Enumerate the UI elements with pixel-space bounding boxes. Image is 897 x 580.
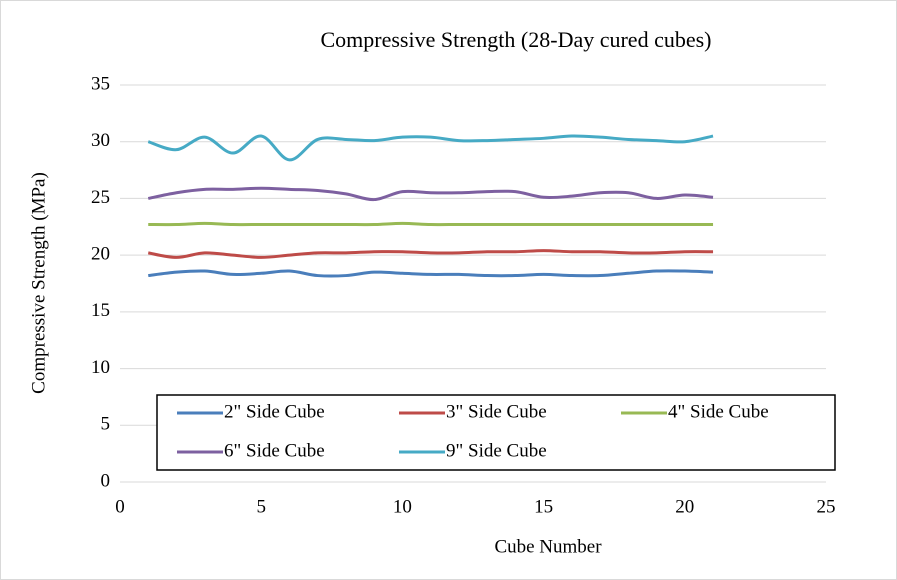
- y-tick-label: 20: [91, 244, 110, 265]
- series-line: [148, 269, 714, 278]
- y-tick-label: 35: [91, 73, 110, 94]
- y-axis-label: Compressive Strength (MPa): [28, 172, 49, 394]
- legend: 2" Side Cube 3" Side Cube 4" Side Cube 6" S…: [156, 394, 836, 471]
- x-axis-label: Cube Number: [494, 536, 602, 557]
- y-tick-label: 25: [91, 187, 110, 208]
- series-line: [148, 221, 714, 227]
- x-tick-label: 15: [534, 496, 553, 517]
- y-tick-label: 10: [91, 357, 110, 378]
- x-tick-label: 25: [817, 496, 836, 517]
- series-line: [147, 249, 714, 259]
- y-tick-label: 0: [101, 470, 111, 491]
- x-tick-label: 0: [115, 496, 125, 517]
- x-tick-label: 20: [675, 496, 694, 517]
- x-tick-label: 5: [256, 496, 266, 517]
- y-tick-label: 15: [91, 300, 110, 321]
- legend-label: 9" Side Cube: [446, 440, 547, 461]
- legend-box: [156, 394, 836, 471]
- y-tick-label: 5: [101, 414, 111, 435]
- series-line: [147, 186, 714, 202]
- x-tick-label: 10: [393, 496, 412, 517]
- legend-label: 4" Side Cube: [668, 401, 769, 422]
- series-line: [147, 134, 714, 162]
- legend-label: 3" Side Cube: [446, 401, 547, 422]
- legend-label: 2" Side Cube: [224, 401, 325, 422]
- chart-title: Compressive Strength (28-Day cured cubes…: [320, 27, 711, 52]
- y-tick-label: 30: [91, 130, 110, 151]
- legend-label: 6" Side Cube: [224, 440, 325, 461]
